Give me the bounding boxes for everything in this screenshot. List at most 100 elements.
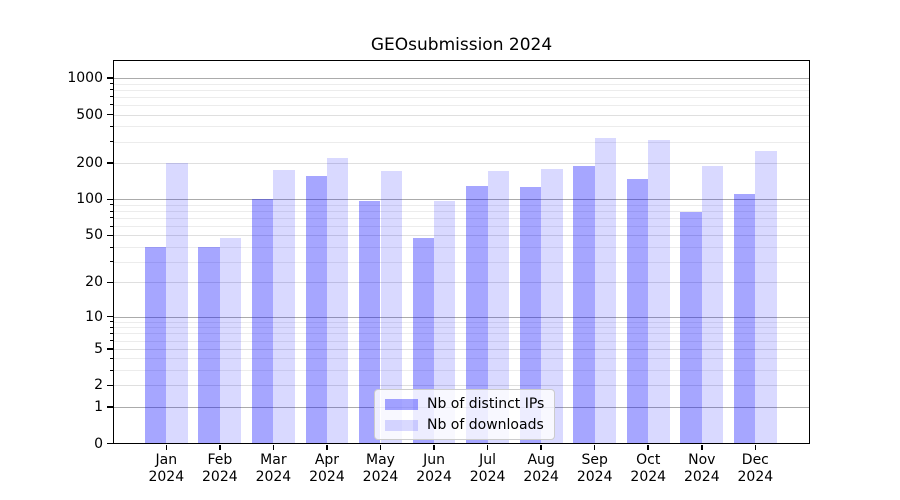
- bar-distinct-ips-apr: [305, 176, 327, 444]
- bar-downloads-sep: [594, 138, 617, 444]
- gridline-y-100: [113, 199, 810, 201]
- y-minor-tick-400: [109, 125, 113, 127]
- gridline-y-5: [113, 348, 810, 350]
- legend-item-distinct-ips: Nb of distinct IPs: [385, 396, 544, 412]
- y-tick-label-1: 1: [94, 398, 103, 415]
- bar-downloads-aug: [541, 169, 563, 444]
- x-tick-label-jan: Jan 2024: [148, 452, 185, 485]
- x-tick-oct: [647, 445, 650, 450]
- gridline-y-300: [113, 141, 810, 143]
- y-tick-1000: [107, 77, 113, 79]
- bar-downloads-may: [380, 171, 402, 444]
- y-tick-500: [107, 113, 113, 116]
- gridline-y-8: [113, 327, 810, 329]
- bar-downloads-apr: [326, 157, 349, 444]
- bar-downloads-mar: [273, 169, 295, 444]
- bar-downloads-jan: [166, 162, 188, 444]
- legend-item-downloads: Nb of downloads: [385, 417, 544, 433]
- x-tick-jul: [486, 445, 489, 450]
- gridline-y-30: [113, 261, 810, 263]
- y-tick-label-200: 200: [76, 154, 103, 171]
- legend-swatch-downloads-icon: [385, 419, 418, 431]
- y-minor-tick-40: [109, 246, 113, 248]
- gridline-y-80: [113, 211, 810, 213]
- y-minor-tick-300: [109, 141, 113, 143]
- bar-distinct-ips-may: [359, 201, 381, 444]
- x-tick-label-oct: Oct 2024: [630, 452, 667, 485]
- gridline-y-4: [113, 358, 810, 360]
- legend-label-distinct-ips: Nb of distinct IPs: [427, 396, 545, 412]
- gridline-y-9: [113, 321, 810, 323]
- x-tick-may: [379, 445, 382, 450]
- gridline-y-7: [113, 333, 810, 335]
- gridline-y-1000: [113, 78, 810, 79]
- y-tick-label-50: 50: [85, 227, 103, 244]
- x-tick-aug: [540, 445, 542, 450]
- x-tick-apr: [326, 445, 328, 450]
- gridline-y-60: [113, 226, 810, 228]
- gridline-y-200: [113, 162, 810, 164]
- bar-distinct-ips-jul: [466, 186, 488, 444]
- y-minor-tick-700: [109, 96, 113, 98]
- y-tick-100: [107, 198, 113, 201]
- bar-downloads-nov: [701, 165, 724, 444]
- bar-downloads-feb: [219, 237, 242, 444]
- x-tick-label-jun: Jun 2024: [416, 452, 452, 485]
- y-tick-200: [107, 162, 113, 164]
- gridline-y-400: [113, 126, 810, 128]
- x-tick-label-nov: Nov 2024: [683, 452, 720, 485]
- legend: Nb of distinct IPs Nb of downloads: [374, 389, 556, 440]
- x-tick-label-apr: Apr 2024: [309, 452, 345, 485]
- bar-distinct-ips-aug: [519, 187, 542, 444]
- x-tick-label-feb: Feb 2024: [202, 452, 238, 485]
- bar-distinct-ips-oct: [626, 178, 649, 444]
- x-tick-feb: [219, 445, 221, 450]
- x-tick-label-sep: Sep 2024: [576, 452, 613, 485]
- x-tick-label-dec: Dec 2024: [737, 452, 774, 485]
- y-minor-tick-90: [109, 204, 113, 206]
- y-tick-20: [107, 281, 113, 284]
- y-minor-tick-9: [109, 321, 113, 323]
- x-tick-label-mar: Mar 2024: [255, 452, 292, 485]
- bar-downloads-oct: [648, 140, 670, 444]
- bar-distinct-ips-feb: [198, 247, 220, 444]
- legend-swatch-distinct-ips-icon: [385, 398, 418, 410]
- bar-distinct-ips-nov: [680, 212, 702, 444]
- gridline-y-40: [113, 247, 810, 249]
- y-tick-2: [107, 384, 113, 387]
- x-tick-nov: [701, 445, 703, 450]
- y-tick-0: [107, 442, 113, 445]
- y-minor-tick-800: [109, 89, 113, 91]
- x-tick-sep: [593, 445, 596, 450]
- x-tick-mar: [272, 445, 275, 450]
- gridline-y-20: [113, 282, 810, 284]
- gridline-y-3: [113, 370, 810, 372]
- x-tick-jan: [165, 445, 168, 450]
- y-minor-tick-8: [109, 326, 113, 328]
- plot-area: [113, 60, 810, 444]
- y-minor-tick-70: [109, 217, 113, 219]
- gridline-y-90: [113, 204, 810, 206]
- chart-title: GEOsubmission 2024: [370, 35, 553, 55]
- y-tick-label-20: 20: [85, 274, 103, 291]
- y-minor-tick-4: [109, 357, 113, 359]
- x-tick-label-jul: Jul 2024: [469, 452, 506, 485]
- bar-distinct-ips-dec: [733, 194, 756, 444]
- x-tick-dec: [754, 445, 757, 450]
- y-minor-tick-900: [109, 83, 113, 85]
- y-tick-label-500: 500: [76, 106, 103, 123]
- gridline-y-800: [113, 89, 810, 91]
- gridline-y-900: [113, 83, 810, 85]
- y-minor-tick-30: [109, 261, 113, 263]
- bar-downloads-dec: [755, 150, 777, 444]
- y-minor-tick-60: [109, 225, 113, 227]
- y-minor-tick-80: [109, 210, 113, 212]
- y-tick-label-1000: 1000: [67, 70, 103, 86]
- bar-distinct-ips-sep: [573, 165, 595, 444]
- y-tick-label-5: 5: [94, 340, 103, 357]
- bar-distinct-ips-mar: [252, 199, 274, 444]
- x-tick-label-may: May 2024: [362, 452, 399, 485]
- x-tick-jun: [433, 445, 435, 450]
- x-tick-label-aug: Aug 2024: [523, 452, 559, 485]
